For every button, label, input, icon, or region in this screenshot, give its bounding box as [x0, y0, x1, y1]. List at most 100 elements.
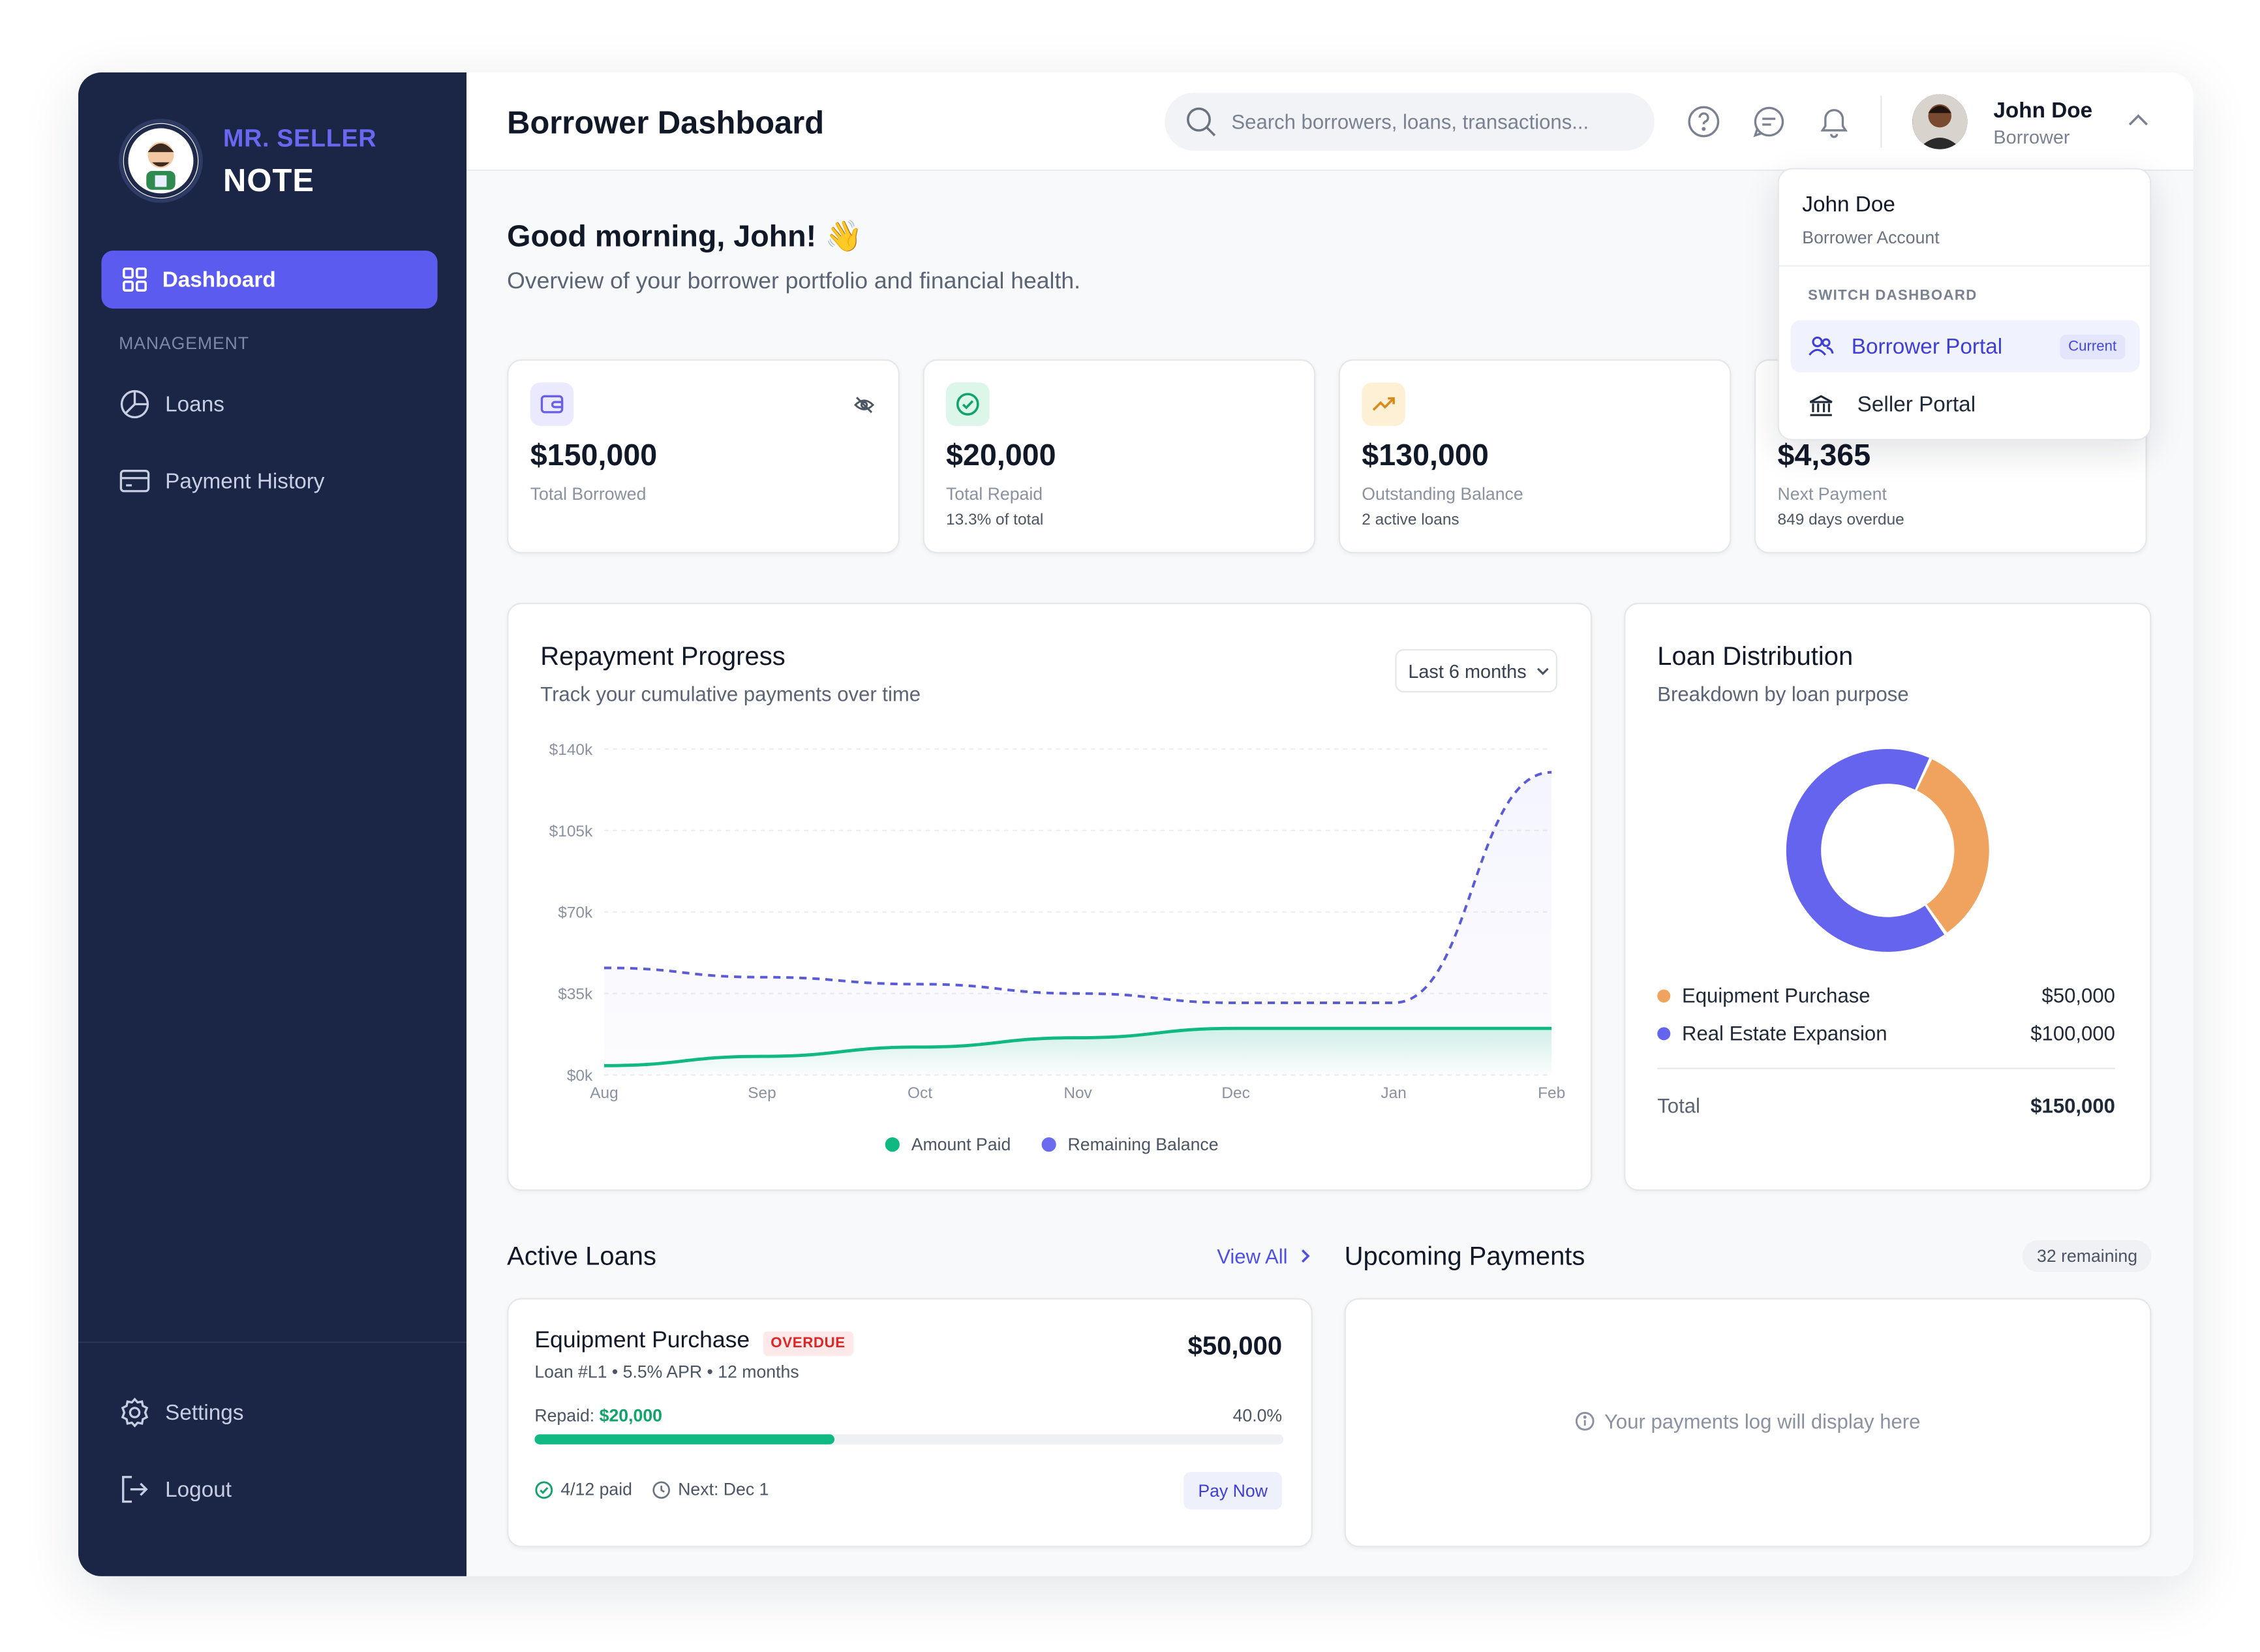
view-all-link[interactable]: View All — [1217, 1244, 1311, 1268]
app-window: MR. SELLER NOTE Dashboard MANAGEMENT Loa… — [78, 72, 2193, 1576]
help-icon[interactable] — [1687, 104, 1721, 139]
repayment-progress-fill — [534, 1434, 834, 1445]
y-tick-label: $140k — [549, 741, 593, 759]
avatar[interactable] — [1912, 94, 1968, 149]
stat-card-total-repaid: $20,000 Total Repaid 13.3% of total — [923, 359, 1316, 554]
range-select-value: Last 6 months — [1408, 660, 1527, 682]
legend-item-remaining-balance: Remaining Balance — [1041, 1135, 1219, 1155]
loan-card[interactable]: Equipment Purchase OVERDUE Loan #L1 • 5.… — [507, 1298, 1313, 1548]
distribution-value: $100,000 — [2030, 1021, 2115, 1045]
wallet-icon — [530, 382, 574, 426]
user-role: Borrower — [1993, 126, 2070, 148]
brand-name-line2: NOTE — [222, 162, 315, 199]
sidebar-item-label: Payment History — [165, 468, 325, 494]
chevron-right-icon — [1301, 1249, 1310, 1263]
legend-dot — [885, 1137, 900, 1152]
y-tick-label: $35k — [558, 986, 593, 1003]
logout-icon — [122, 1476, 148, 1503]
status-badge: OVERDUE — [763, 1331, 853, 1356]
distribution-divider — [1657, 1067, 2115, 1069]
stat-label: Next Payment — [1777, 483, 1887, 504]
range-select[interactable]: Last 6 months — [1395, 649, 1558, 693]
x-tick-label: Dec — [1221, 1084, 1249, 1102]
distribution-label: Equipment Purchase — [1682, 983, 1871, 1007]
search-input[interactable] — [1231, 110, 1608, 134]
x-tick-label: Oct — [908, 1084, 932, 1102]
installments-paid: 4/12 paid — [534, 1479, 632, 1499]
grid-icon — [123, 268, 147, 292]
chevron-down-icon — [1536, 667, 1548, 675]
stat-sub: 849 days overdue — [1777, 511, 1904, 529]
sidebar-item-dashboard[interactable]: Dashboard — [101, 251, 438, 309]
next-due-text: Next: Dec 1 — [678, 1479, 769, 1500]
pay-now-button[interactable]: Pay Now — [1183, 1472, 1283, 1510]
panel-subtitle: Track your cumulative payments over time — [540, 682, 921, 706]
menu-item-borrower-portal[interactable]: Borrower Portal Current — [1790, 320, 2140, 373]
gear-icon — [121, 1398, 149, 1428]
bell-icon[interactable] — [1817, 104, 1852, 139]
panel-title: Repayment Progress — [540, 641, 786, 671]
legend-label: Amount Paid — [911, 1134, 1011, 1155]
check-circle-icon — [535, 1480, 553, 1499]
menu-item-label: Seller Portal — [1857, 392, 1976, 418]
series-area-remaining-balance — [603, 772, 1552, 1075]
x-tick-label: Aug — [590, 1084, 618, 1102]
y-tick-label: $70k — [558, 904, 593, 922]
legend-dot — [1657, 988, 1671, 1002]
loan-distribution-donut — [1786, 748, 1989, 952]
stat-value: $150,000 — [530, 438, 658, 472]
repayment-progress-bar — [534, 1434, 1284, 1445]
repaid-percent: 40.0% — [1232, 1405, 1283, 1426]
legend-dot — [1657, 1026, 1671, 1040]
brand-logo[interactable] — [119, 119, 203, 203]
credit-card-icon — [119, 469, 150, 493]
loan-distribution-panel: Loan Distribution Breakdown by loan purp… — [1624, 602, 2152, 1191]
pie-chart-icon — [120, 390, 149, 419]
distribution-total-value: $150,000 — [2030, 1094, 2115, 1118]
sidebar-item-label: Logout — [165, 1476, 232, 1502]
stat-card-outstanding-balance: $130,000 Outstanding Balance 2 active lo… — [1338, 359, 1732, 554]
brand-name-line1: MR. SELLER — [222, 124, 377, 153]
donut-slice-0 — [1786, 748, 1989, 952]
user-name[interactable]: John Doe — [1993, 98, 2093, 123]
x-tick-label: Nov — [1063, 1084, 1092, 1102]
check-circle-icon — [945, 382, 990, 426]
upcoming-payments-title: Upcoming Payments — [1344, 1241, 1585, 1271]
series-area-amount-paid — [603, 1028, 1552, 1075]
menu-item-seller-portal[interactable]: Seller Portal — [1808, 393, 1976, 418]
trending-up-icon — [1362, 382, 1405, 426]
y-tick-label: $105k — [549, 823, 593, 840]
chevron-up-icon[interactable] — [2127, 112, 2150, 129]
sidebar-item-loans[interactable]: Loans — [119, 388, 224, 420]
sidebar-divider — [78, 1341, 467, 1343]
next-due: Next: Dec 1 — [652, 1479, 769, 1499]
eye-off-icon[interactable] — [853, 394, 875, 416]
chat-icon[interactable] — [1752, 104, 1786, 139]
users-icon — [1809, 336, 1834, 356]
current-badge: Current — [2059, 334, 2126, 359]
distribution-total-label: Total — [1657, 1094, 1700, 1118]
sidebar-item-payment-history[interactable]: Payment History — [119, 465, 324, 497]
loan-meta: Loan #L1 • 5.5% APR • 12 months — [534, 1362, 799, 1383]
top-header: Borrower Dashboard John Doe Borrower — [466, 72, 2193, 172]
stat-value: $130,000 — [1362, 438, 1489, 472]
y-tick-label: $0k — [567, 1067, 593, 1084]
stat-card-total-borrowed: $150,000 Total Borrowed — [507, 359, 900, 554]
donut-slice-1 — [1786, 748, 1989, 952]
sidebar-item-label: Dashboard — [162, 267, 276, 292]
menu-item-label: Borrower Portal — [1851, 333, 2003, 359]
empty-state-text: Your payments log will display here — [1604, 1409, 1921, 1433]
view-all-label: View All — [1217, 1244, 1288, 1268]
sidebar-item-settings[interactable]: Settings — [119, 1397, 243, 1429]
x-tick-label: Jan — [1381, 1084, 1406, 1102]
sidebar-item-label: Settings — [165, 1400, 244, 1425]
upcoming-payments-panel: Your payments log will display here — [1344, 1298, 2152, 1548]
search-icon — [1187, 107, 1216, 136]
repayment-line-chart: $0k $35k $70k $105k $140k Aug Sep Oct Nov Dec Jan F… — [549, 741, 1566, 1102]
active-loans-title: Active Loans — [507, 1241, 657, 1271]
clock-icon — [652, 1480, 670, 1498]
distribution-value: $50,000 — [2041, 983, 2115, 1007]
dropdown-section-label: SWITCH DASHBOARD — [1808, 288, 1977, 305]
sidebar-item-logout[interactable]: Logout — [119, 1473, 232, 1505]
search-bar[interactable] — [1165, 93, 1655, 151]
